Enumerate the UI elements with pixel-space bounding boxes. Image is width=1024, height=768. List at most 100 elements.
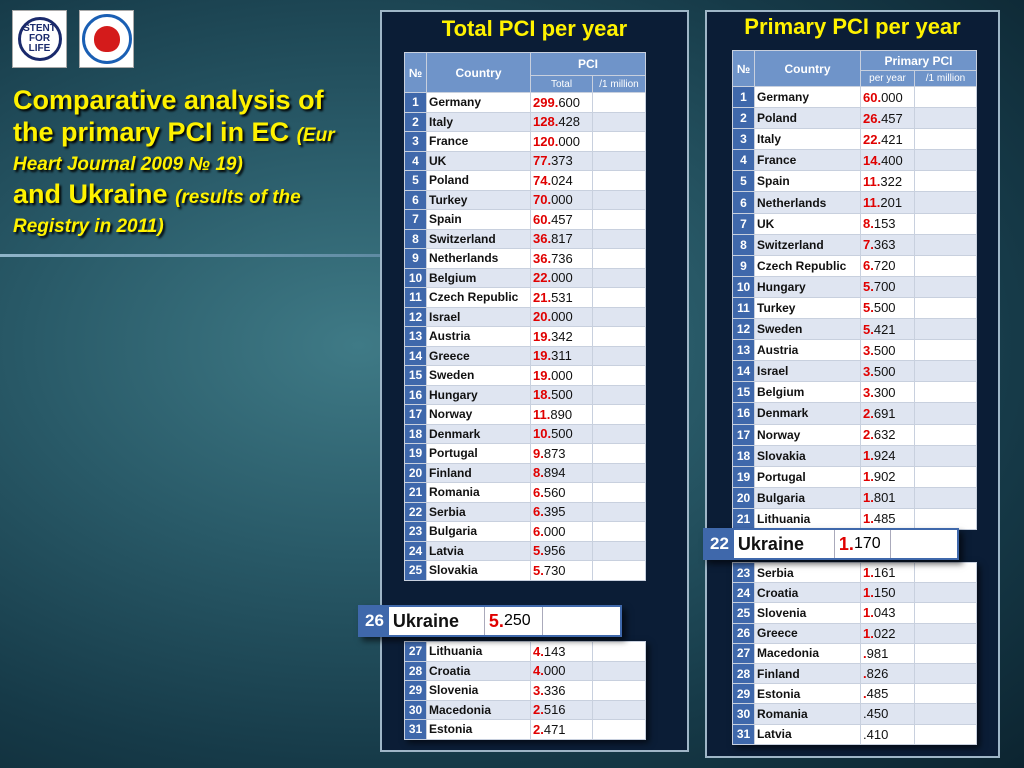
slide-title: Comparative analysis of the primary PCI … [13, 84, 373, 240]
row-value: 8.894 [530, 462, 593, 483]
row-value-dec: 024 [551, 172, 573, 188]
row-per-million [914, 486, 977, 509]
logos: STENT FOR LIFE [12, 10, 134, 68]
row-rank: 17 [404, 404, 427, 425]
row-value: 1.150 [860, 582, 915, 604]
row-rank: 29 [732, 683, 755, 705]
row-value-int: 5. [863, 279, 874, 295]
table-row: 14 Israel 3.500 [732, 360, 977, 383]
ukraine-empty-cell [541, 607, 620, 635]
ukraine-value-primary: 1. 170 [833, 530, 890, 558]
row-country: Latvia [426, 540, 531, 561]
row-per-million [914, 212, 977, 235]
row-rank: 10 [404, 267, 427, 288]
ukraine-country-primary: Ukraine [737, 533, 804, 554]
row-per-million [914, 128, 977, 151]
heart-icon [93, 26, 120, 52]
row-per-million [592, 443, 646, 464]
row-value-dec: 000 [543, 523, 566, 539]
row-country: Netherlands [426, 248, 531, 269]
row-value: .410 [860, 723, 915, 745]
row-per-million [592, 501, 646, 522]
row-value: 19.311 [530, 345, 593, 366]
row-country: Denmark [426, 423, 531, 444]
table-row: 27 Macedonia .981 [732, 642, 977, 664]
col-header-total: Total [530, 75, 593, 93]
row-value-int: 77. [533, 153, 552, 169]
row-value-int: 2. [533, 702, 544, 718]
row-rank: 1 [732, 85, 755, 109]
table-row: 10 Hungary 5.700 [732, 275, 977, 298]
row-rank: 7 [404, 209, 427, 230]
row-rank: 18 [732, 444, 755, 467]
row-value: 36.736 [530, 248, 593, 269]
row-value-dec: 322 [880, 173, 903, 189]
row-value-int: 36. [533, 250, 552, 266]
table-row: 20 Finland 8.894 [404, 462, 646, 483]
row-per-million [592, 365, 646, 386]
row-per-million [592, 560, 646, 581]
row-value-int: 11. [863, 195, 881, 211]
row-country: Serbia [754, 561, 861, 584]
row-per-million [592, 719, 646, 740]
row-value-int: 26. [863, 110, 882, 126]
row-value: 5.500 [860, 296, 915, 320]
row-value: 36.817 [530, 228, 593, 249]
col-header-country-right: Country [754, 50, 861, 87]
title-line-1: Comparative analysis of [13, 85, 324, 115]
row-rank: 25 [732, 602, 755, 624]
table-row: 30 Romania .450 [732, 703, 977, 725]
row-value-dec: 150 [873, 585, 896, 601]
row-value-dec: 428 [558, 114, 581, 130]
row-value-dec: 500 [873, 363, 896, 379]
ukraine-country: Ukraine [392, 610, 459, 631]
row-value-dec: 730 [543, 562, 566, 578]
row-value: 1.902 [860, 465, 915, 488]
primary-pci-table-continued: 23 Serbia 1.161 24 Croatia 1.150 25 Slovenia 1.0… [732, 561, 977, 745]
title-line-4: and Ukraine (results of the [13, 178, 373, 214]
row-value: 60.457 [530, 209, 593, 230]
table-row: 8 Switzerland 7.363 [732, 233, 977, 256]
row-value-int: 1. [863, 511, 874, 527]
row-rank: 15 [404, 365, 427, 386]
row-value: 2.691 [860, 402, 915, 425]
row-country: Hungary [754, 275, 861, 298]
row-country: Germany [754, 85, 861, 109]
table-row: 24 Croatia 1.150 [732, 582, 977, 604]
row-per-million [592, 326, 646, 347]
row-country: Slovenia [426, 680, 531, 701]
total-pci-title: Total PCI per year [441, 16, 628, 41]
row-value-dec: 560 [543, 484, 566, 500]
row-value-dec: 336 [543, 682, 566, 698]
row-country: France [754, 149, 861, 172]
row-value: 299.600 [530, 92, 593, 113]
row-country: Slovenia [754, 602, 861, 624]
row-value-int: . [863, 666, 867, 682]
row-country: Slovakia [426, 560, 531, 581]
row-value-int: 2. [863, 427, 874, 443]
row-per-million [914, 254, 977, 277]
table-row: 16 Denmark 2.691 [732, 402, 977, 425]
row-rank: 23 [732, 561, 755, 584]
row-value-dec: 801 [873, 490, 896, 506]
table-row: 30 Macedonia 2.516 [404, 699, 646, 720]
row-country: Hungary [426, 384, 531, 405]
row-country: Spain [426, 209, 531, 230]
row-per-million [914, 296, 977, 320]
row-value: 2.632 [860, 423, 915, 446]
row-rank: 1 [404, 92, 427, 113]
row-per-million [914, 233, 977, 256]
row-value-int: 21. [533, 289, 552, 305]
row-country: Romania [754, 703, 861, 725]
row-value-dec: 691 [873, 405, 896, 421]
table-row: 2 Poland 26.457 [732, 107, 977, 130]
ukraine-empty-cell-primary [889, 530, 957, 558]
table-row: 14 Greece 19.311 [404, 345, 646, 366]
row-value-int: 2. [863, 405, 874, 421]
table-row: 13 Austria 19.342 [404, 326, 646, 347]
ukraine-rank: 26 [360, 607, 389, 635]
table-row: 21 Romania 6.560 [404, 482, 646, 503]
table-row: 7 UK 8.153 [732, 212, 977, 235]
row-country: Croatia [426, 660, 531, 681]
row-per-million [914, 360, 977, 383]
